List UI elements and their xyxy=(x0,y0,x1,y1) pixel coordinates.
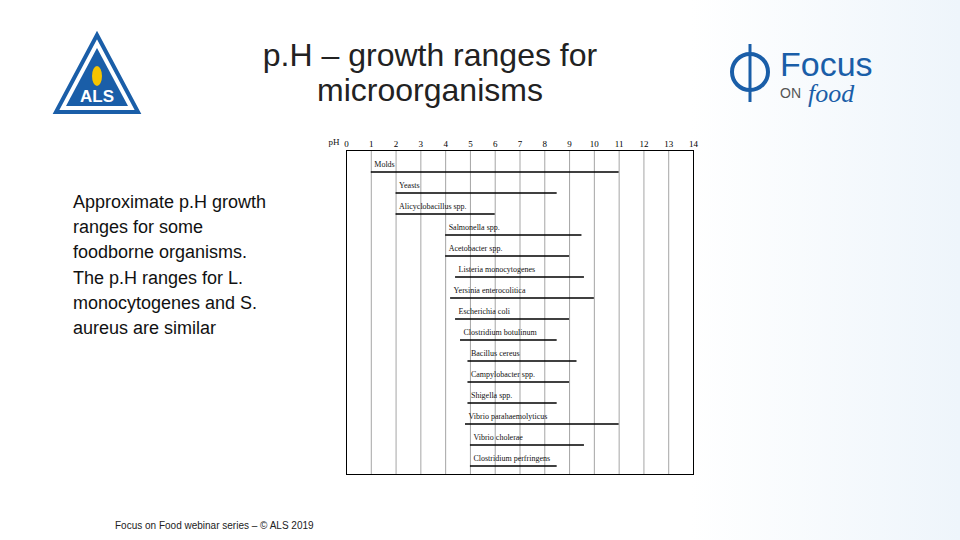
svg-text:13: 13 xyxy=(664,139,674,149)
svg-text:Acetobacter spp.: Acetobacter spp. xyxy=(449,244,503,253)
svg-text:Salmonella spp.: Salmonella spp. xyxy=(449,223,500,232)
svg-text:food: food xyxy=(808,79,855,108)
svg-text:Vibrio cholerae: Vibrio cholerae xyxy=(473,433,523,442)
svg-text:ALS: ALS xyxy=(80,87,114,106)
svg-text:Campylobacter spp.: Campylobacter spp. xyxy=(471,370,535,379)
svg-text:Focus: Focus xyxy=(780,45,873,83)
svg-text:Yersinia enterocolitica: Yersinia enterocolitica xyxy=(454,286,526,295)
svg-text:pH: pH xyxy=(329,137,341,147)
svg-text:7: 7 xyxy=(518,139,523,149)
svg-text:Yeasts: Yeasts xyxy=(399,181,420,190)
svg-text:Clostridium botulinum: Clostridium botulinum xyxy=(464,328,538,337)
svg-text:0: 0 xyxy=(344,139,349,149)
html-text:p.H – growth ranges for microo: p.H – growth ranges for microorganisms xyxy=(262,37,598,109)
svg-text:Alicyclobacillus spp.: Alicyclobacillus spp. xyxy=(399,202,467,211)
svg-text:Clostridium perfringens: Clostridium perfringens xyxy=(473,454,550,463)
svg-text:8: 8 xyxy=(543,139,548,149)
svg-text:2: 2 xyxy=(394,139,399,149)
svg-text:Escherichia coli: Escherichia coli xyxy=(459,307,511,316)
svg-text:4: 4 xyxy=(443,139,448,149)
svg-text:14: 14 xyxy=(689,139,699,149)
html-text:Approximate p.H growth ranges: Approximate p.H growth ranges for some f… xyxy=(73,192,267,338)
svg-text:Bacillus cereus: Bacillus cereus xyxy=(471,349,520,358)
svg-text:Listeria monocytogenes: Listeria monocytogenes xyxy=(459,265,536,274)
svg-text:5: 5 xyxy=(468,139,473,149)
svg-text:Vibrio parahaemolyticus: Vibrio parahaemolyticus xyxy=(468,412,547,421)
svg-text:Molds: Molds xyxy=(374,160,394,169)
svg-text:ON: ON xyxy=(780,85,801,101)
html-text:Focus on Food webinar series –: Focus on Food webinar series – © ALS 201… xyxy=(115,520,314,531)
svg-text:Shigella spp.: Shigella spp. xyxy=(471,391,512,400)
svg-text:10: 10 xyxy=(590,139,600,149)
svg-text:9: 9 xyxy=(567,139,572,149)
svg-text:1: 1 xyxy=(369,139,374,149)
svg-text:12: 12 xyxy=(639,139,648,149)
svg-text:11: 11 xyxy=(615,139,624,149)
svg-text:3: 3 xyxy=(419,139,424,149)
svg-text:6: 6 xyxy=(493,139,498,149)
